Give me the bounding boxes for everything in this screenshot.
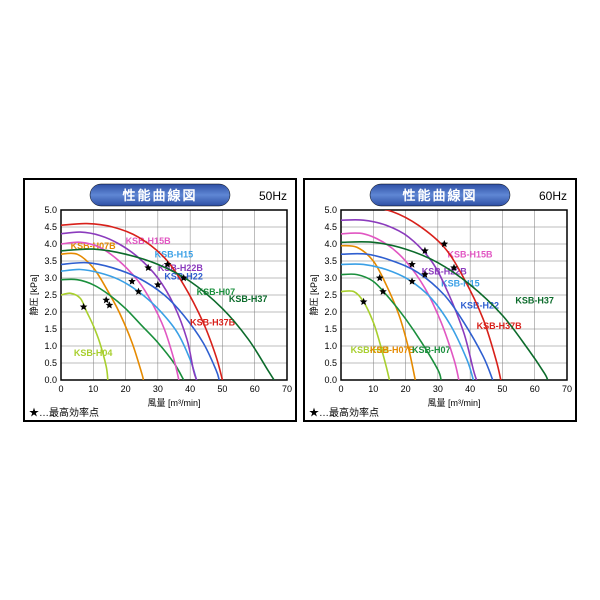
svg-text:1.0: 1.0 — [324, 341, 337, 351]
svg-text:2.5: 2.5 — [324, 290, 337, 300]
series-label: KSB-H04 — [74, 348, 113, 358]
svg-text:40: 40 — [465, 384, 475, 394]
svg-text:60: 60 — [250, 384, 260, 394]
svg-text:5.0: 5.0 — [44, 205, 57, 215]
svg-text:30: 30 — [433, 384, 443, 394]
series-label: KSB-H37 — [229, 294, 268, 304]
svg-text:3.5: 3.5 — [324, 256, 337, 266]
svg-text:1.0: 1.0 — [44, 341, 57, 351]
svg-text:3.5: 3.5 — [44, 256, 57, 266]
bep-star — [102, 296, 110, 303]
y-axis-label: 静圧 [kPa] — [28, 274, 39, 315]
series-label: KSB-H37B — [190, 318, 236, 328]
curve-KSB-H15 — [61, 269, 197, 380]
svg-text:50: 50 — [497, 384, 507, 394]
svg-text:4.5: 4.5 — [44, 222, 57, 232]
footnote: ★…最高効率点 — [29, 406, 99, 419]
series-label: KSB-H07 — [412, 345, 451, 355]
svg-text:40: 40 — [185, 384, 195, 394]
svg-text:0.5: 0.5 — [324, 358, 337, 368]
svg-text:0: 0 — [58, 384, 63, 394]
svg-text:0.5: 0.5 — [44, 358, 57, 368]
curve-KSB-H15B — [341, 233, 459, 380]
svg-text:4.0: 4.0 — [44, 239, 57, 249]
svg-text:2.0: 2.0 — [324, 307, 337, 317]
svg-text:20: 20 — [401, 384, 411, 394]
chart-panel: 性能曲線図 60Hz 0 10 20 30 40 50 60 70 0.0 0.5 1.0 1.5 2.0 2… — [303, 178, 577, 422]
series-label: KSB-H37B — [477, 321, 523, 331]
svg-text:60: 60 — [530, 384, 540, 394]
svg-text:70: 70 — [282, 384, 292, 394]
chart-panel: 性能曲線図 50Hz 0 10 20 30 40 50 60 70 0.0 0.5 1.0 1.5 2.0 2… — [23, 178, 297, 422]
svg-text:4.5: 4.5 — [324, 222, 337, 232]
svg-text:3.0: 3.0 — [44, 273, 57, 283]
footnote: ★…最高効率点 — [309, 406, 379, 419]
svg-text:0: 0 — [338, 384, 343, 394]
bep-star — [106, 301, 114, 308]
svg-text:30: 30 — [153, 384, 163, 394]
x-axis-label: 風量 [m³/min] — [148, 398, 201, 408]
svg-text:1.5: 1.5 — [44, 324, 57, 334]
series-label: KSB-H37 — [515, 296, 554, 306]
series-label: KSB-H15B — [448, 250, 494, 260]
svg-text:10: 10 — [368, 384, 378, 394]
bep-star — [128, 277, 136, 284]
svg-text:5.0: 5.0 — [324, 205, 337, 215]
svg-text:20: 20 — [121, 384, 131, 394]
svg-text:10: 10 — [88, 384, 98, 394]
chart-title: 性能曲線図 — [402, 188, 477, 203]
svg-text:70: 70 — [562, 384, 572, 394]
svg-text:2.5: 2.5 — [44, 290, 57, 300]
svg-text:50: 50 — [217, 384, 227, 394]
frequency-label: 50Hz — [259, 189, 287, 203]
svg-text:3.0: 3.0 — [324, 273, 337, 283]
svg-text:4.0: 4.0 — [324, 239, 337, 249]
svg-text:1.5: 1.5 — [324, 324, 337, 334]
chart-title: 性能曲線図 — [122, 188, 197, 203]
svg-text:0.0: 0.0 — [44, 375, 57, 385]
frequency-label: 60Hz — [539, 189, 567, 203]
svg-text:0.0: 0.0 — [324, 375, 337, 385]
bep-star — [441, 240, 449, 247]
svg-text:2.0: 2.0 — [44, 307, 57, 317]
series-label: KSB-H07B — [370, 345, 416, 355]
curve-KSB-H37 — [341, 242, 548, 380]
x-axis-label: 風量 [m³/min] — [428, 398, 481, 408]
y-axis-label: 静圧 [kPa] — [308, 274, 319, 315]
